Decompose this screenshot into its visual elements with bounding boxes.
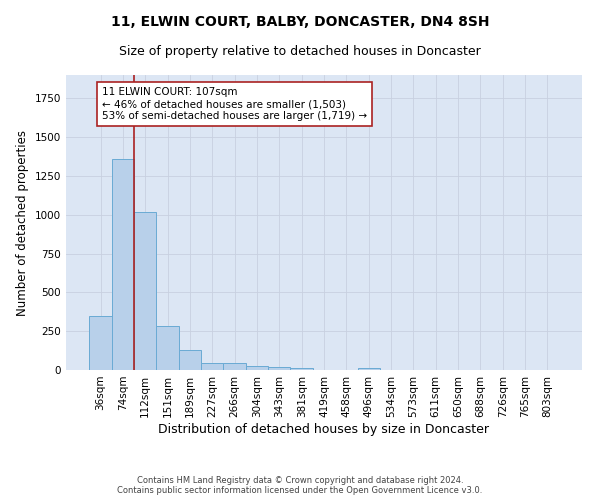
Bar <box>179 350 201 370</box>
Y-axis label: Number of detached properties: Number of detached properties <box>16 130 29 316</box>
Bar <box>112 159 134 370</box>
Text: Contains HM Land Registry data © Crown copyright and database right 2024.
Contai: Contains HM Land Registry data © Crown c… <box>118 476 482 495</box>
Text: Size of property relative to detached houses in Doncaster: Size of property relative to detached ho… <box>119 45 481 58</box>
Bar <box>223 364 246 370</box>
Bar <box>290 368 313 370</box>
Bar <box>157 326 179 370</box>
Bar <box>268 367 290 370</box>
Text: 11, ELWIN COURT, BALBY, DONCASTER, DN4 8SH: 11, ELWIN COURT, BALBY, DONCASTER, DN4 8… <box>111 15 489 29</box>
Bar <box>358 368 380 370</box>
X-axis label: Distribution of detached houses by size in Doncaster: Distribution of detached houses by size … <box>158 422 490 436</box>
Bar <box>134 212 157 370</box>
Bar <box>201 364 223 370</box>
Bar <box>89 316 112 370</box>
Bar <box>246 366 268 370</box>
Text: 11 ELWIN COURT: 107sqm
← 46% of detached houses are smaller (1,503)
53% of semi-: 11 ELWIN COURT: 107sqm ← 46% of detached… <box>102 88 367 120</box>
